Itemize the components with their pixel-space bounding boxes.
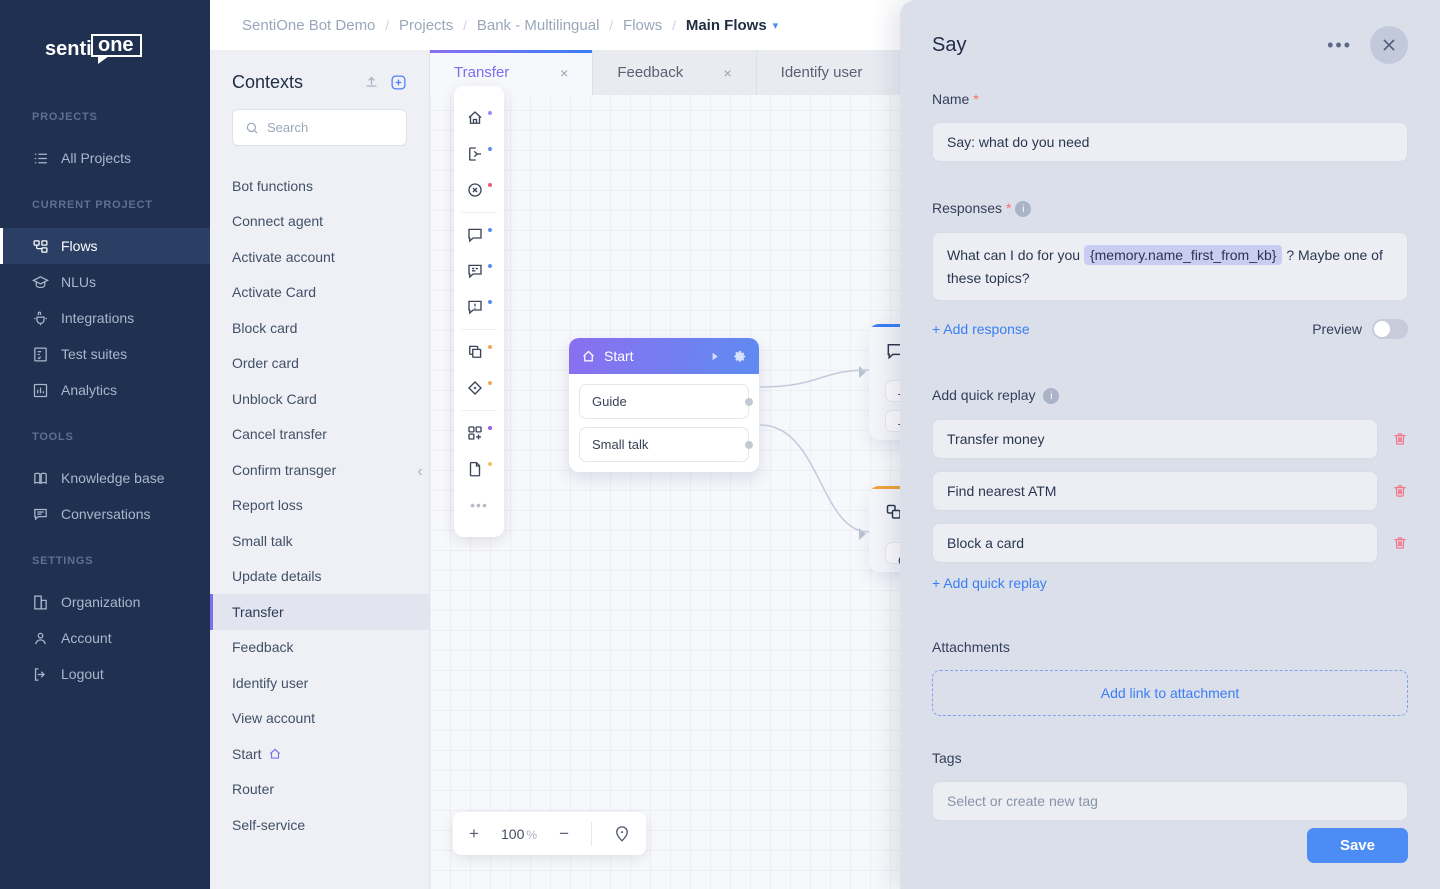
svg-text:senti: senti (45, 38, 92, 60)
svg-text:one: one (98, 34, 134, 56)
